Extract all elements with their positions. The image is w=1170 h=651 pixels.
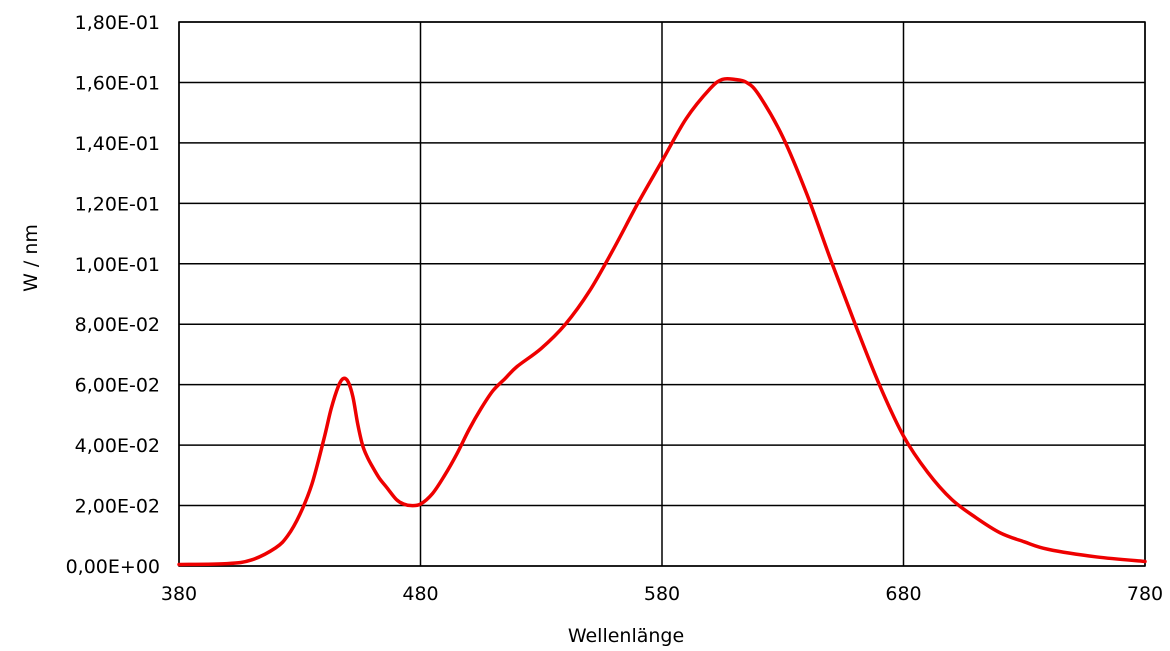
x-tick-label: 580 xyxy=(644,583,680,605)
x-tick-labels: 380 480 580 680 780 xyxy=(161,583,1163,605)
x-axis-title: Wellenlänge xyxy=(568,625,684,647)
series-line xyxy=(177,76,1147,567)
y-axis-title: W / nm xyxy=(20,224,42,292)
series-layer xyxy=(177,76,1147,567)
y-tick-label: 8,00E-02 xyxy=(75,314,160,336)
y-tick-label: 1,20E-01 xyxy=(75,193,160,215)
x-tick-label: 480 xyxy=(402,583,438,605)
gridlines xyxy=(178,21,1146,567)
y-tick-label: 1,00E-01 xyxy=(75,254,160,276)
y-tick-label: 1,60E-01 xyxy=(75,72,160,94)
y-tick-label: 2,00E-02 xyxy=(75,496,160,518)
y-tick-label: 0,00E+00 xyxy=(66,556,160,578)
y-tick-label: 6,00E-02 xyxy=(75,375,160,397)
x-tick-label: 680 xyxy=(885,583,921,605)
y-tick-labels: 0,00E+00 2,00E-02 4,00E-02 6,00E-02 8,00E-02… xyxy=(66,12,160,578)
plot-frame xyxy=(178,21,1146,567)
y-tick-label: 1,80E-01 xyxy=(75,12,160,34)
y-tick-label: 1,40E-01 xyxy=(75,133,160,155)
y-tick-label: 4,00E-02 xyxy=(75,435,160,457)
x-tick-label: 380 xyxy=(161,583,197,605)
x-tick-label: 780 xyxy=(1127,583,1163,605)
